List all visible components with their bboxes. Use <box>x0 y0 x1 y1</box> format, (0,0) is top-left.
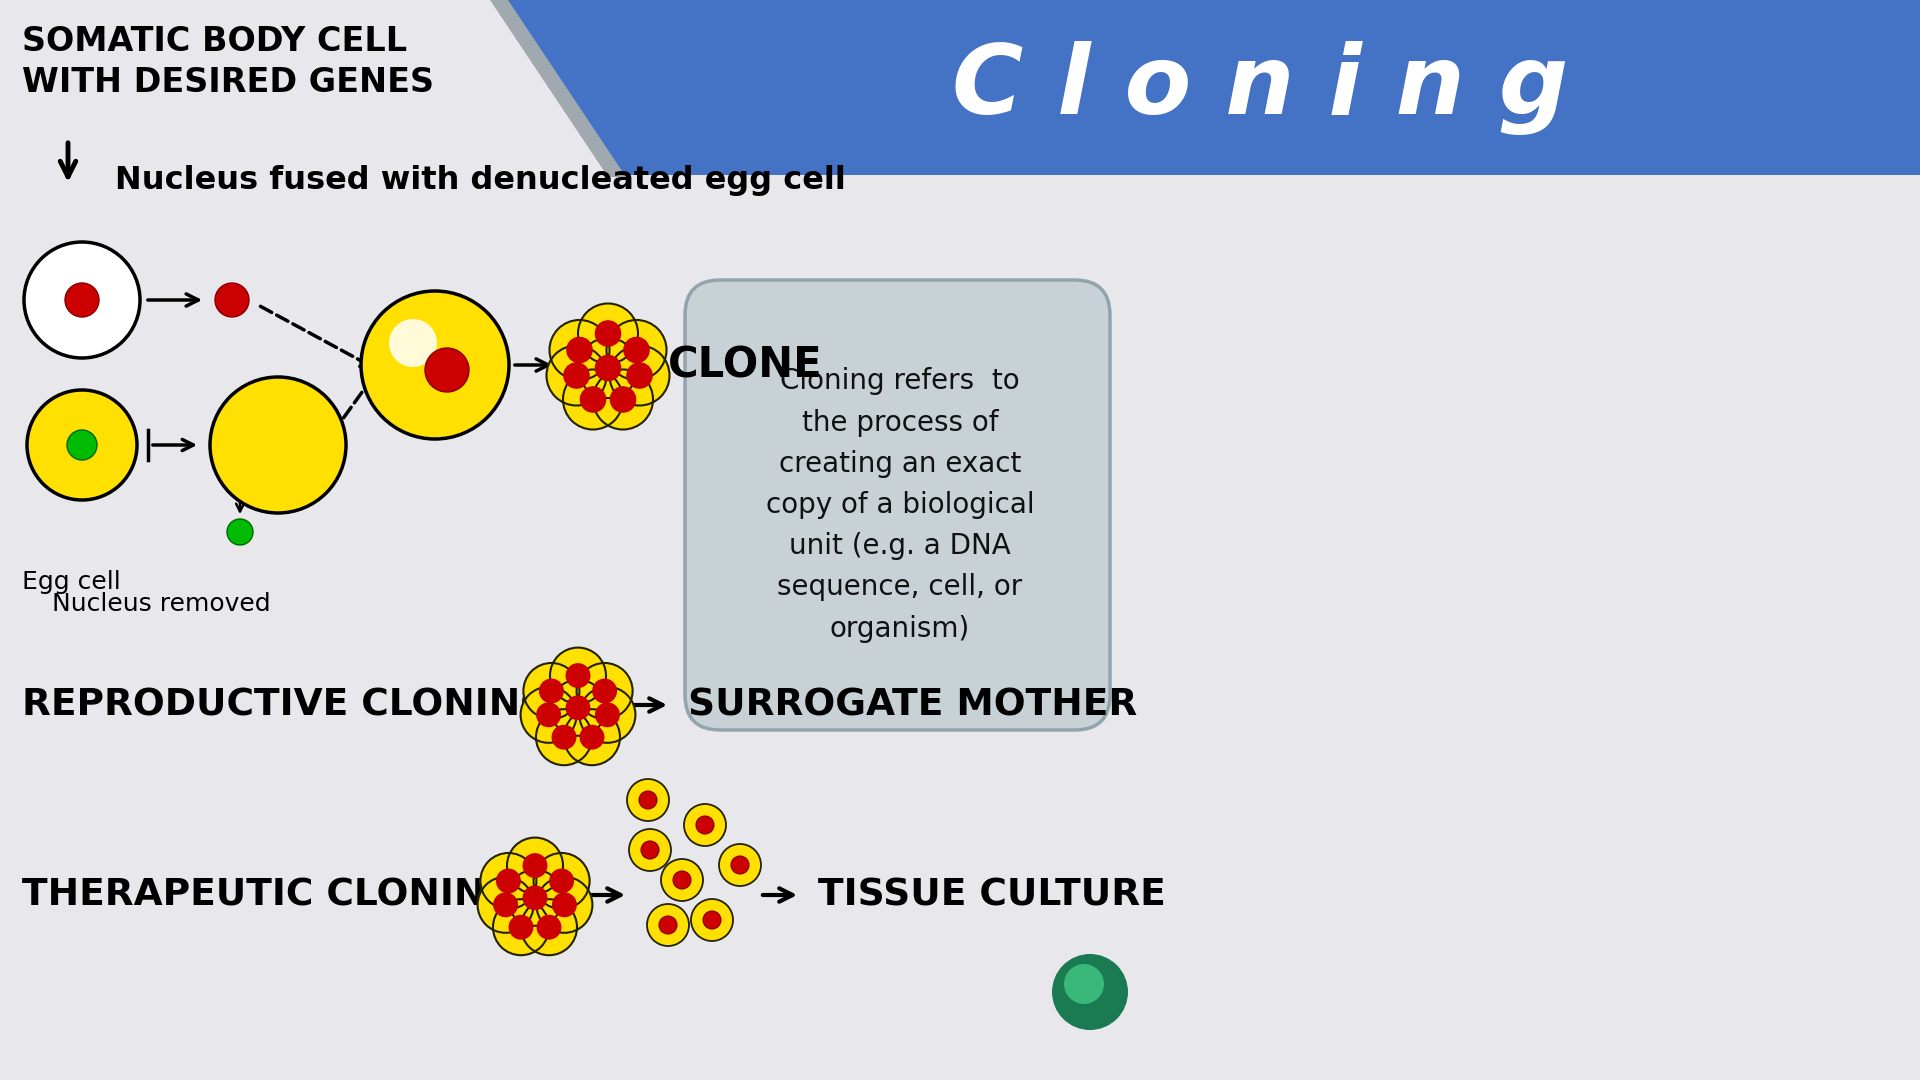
Circle shape <box>703 912 722 929</box>
Circle shape <box>609 346 670 405</box>
Text: SOMATIC BODY CELL
WITH DESIRED GENES: SOMATIC BODY CELL WITH DESIRED GENES <box>21 25 434 98</box>
Circle shape <box>611 387 636 413</box>
Circle shape <box>497 869 520 893</box>
Circle shape <box>630 829 670 870</box>
Circle shape <box>595 355 620 380</box>
Circle shape <box>424 348 468 392</box>
Circle shape <box>540 679 563 703</box>
Circle shape <box>578 303 637 364</box>
Circle shape <box>628 363 653 388</box>
Circle shape <box>524 854 547 877</box>
Circle shape <box>538 703 561 727</box>
Text: SURROGATE MOTHER: SURROGATE MOTHER <box>687 687 1137 723</box>
Circle shape <box>493 900 549 955</box>
Circle shape <box>361 291 509 438</box>
Circle shape <box>695 816 714 834</box>
Circle shape <box>536 710 591 766</box>
Circle shape <box>563 369 622 430</box>
Circle shape <box>215 283 250 318</box>
Circle shape <box>566 696 589 719</box>
Text: THERAPEUTIC CLONING: THERAPEUTIC CLONING <box>21 877 516 913</box>
Circle shape <box>23 242 140 357</box>
Circle shape <box>647 904 689 946</box>
Circle shape <box>595 321 620 346</box>
Circle shape <box>576 663 632 719</box>
Circle shape <box>507 869 563 926</box>
Circle shape <box>538 916 561 939</box>
Circle shape <box>209 377 346 513</box>
Circle shape <box>580 687 636 743</box>
Circle shape <box>553 893 576 917</box>
Circle shape <box>580 387 605 413</box>
Circle shape <box>659 916 678 934</box>
Circle shape <box>549 869 574 893</box>
Circle shape <box>27 390 136 500</box>
Text: Nucleus removed: Nucleus removed <box>52 592 271 616</box>
Circle shape <box>660 859 703 901</box>
Circle shape <box>718 843 760 886</box>
Circle shape <box>507 838 563 893</box>
Circle shape <box>607 320 666 380</box>
Circle shape <box>732 856 749 874</box>
Circle shape <box>67 430 98 460</box>
Circle shape <box>553 726 576 748</box>
Circle shape <box>547 346 607 405</box>
Circle shape <box>566 337 591 363</box>
Polygon shape <box>499 0 1920 175</box>
Text: Egg cell: Egg cell <box>21 570 121 594</box>
Circle shape <box>227 519 253 545</box>
Circle shape <box>493 893 516 917</box>
Circle shape <box>641 841 659 859</box>
Circle shape <box>524 886 547 909</box>
Polygon shape <box>490 0 626 177</box>
Circle shape <box>684 804 726 846</box>
Circle shape <box>520 900 578 955</box>
FancyBboxPatch shape <box>685 280 1110 730</box>
Circle shape <box>593 369 653 430</box>
Circle shape <box>390 319 438 367</box>
Circle shape <box>536 877 593 933</box>
Text: Nucleus fused with denucleated egg cell: Nucleus fused with denucleated egg cell <box>115 164 847 195</box>
Circle shape <box>478 877 534 933</box>
Circle shape <box>580 726 603 748</box>
Circle shape <box>480 853 536 909</box>
Text: REPRODUCTIVE CLONING: REPRODUCTIVE CLONING <box>21 687 551 723</box>
Circle shape <box>624 337 649 363</box>
Circle shape <box>564 710 620 766</box>
Circle shape <box>578 338 637 399</box>
Circle shape <box>595 703 618 727</box>
Text: Cloning refers  to
the process of
creating an exact
copy of a biological
unit (e: Cloning refers to the process of creatin… <box>766 367 1035 643</box>
Circle shape <box>1052 954 1129 1030</box>
Circle shape <box>1064 964 1104 1004</box>
Circle shape <box>593 679 616 703</box>
Circle shape <box>549 679 607 735</box>
Circle shape <box>691 899 733 941</box>
Circle shape <box>549 320 609 380</box>
Circle shape <box>509 916 532 939</box>
Circle shape <box>524 663 580 719</box>
Circle shape <box>674 870 691 889</box>
Text: C l o n i n g: C l o n i n g <box>952 41 1569 135</box>
Circle shape <box>639 791 657 809</box>
Circle shape <box>520 687 576 743</box>
Circle shape <box>65 283 100 318</box>
Circle shape <box>564 363 589 388</box>
Text: CLONE: CLONE <box>668 345 822 386</box>
Circle shape <box>534 853 589 909</box>
Text: TISSUE CULTURE: TISSUE CULTURE <box>818 877 1165 913</box>
Circle shape <box>628 779 668 821</box>
Circle shape <box>566 664 589 687</box>
Circle shape <box>549 648 607 703</box>
